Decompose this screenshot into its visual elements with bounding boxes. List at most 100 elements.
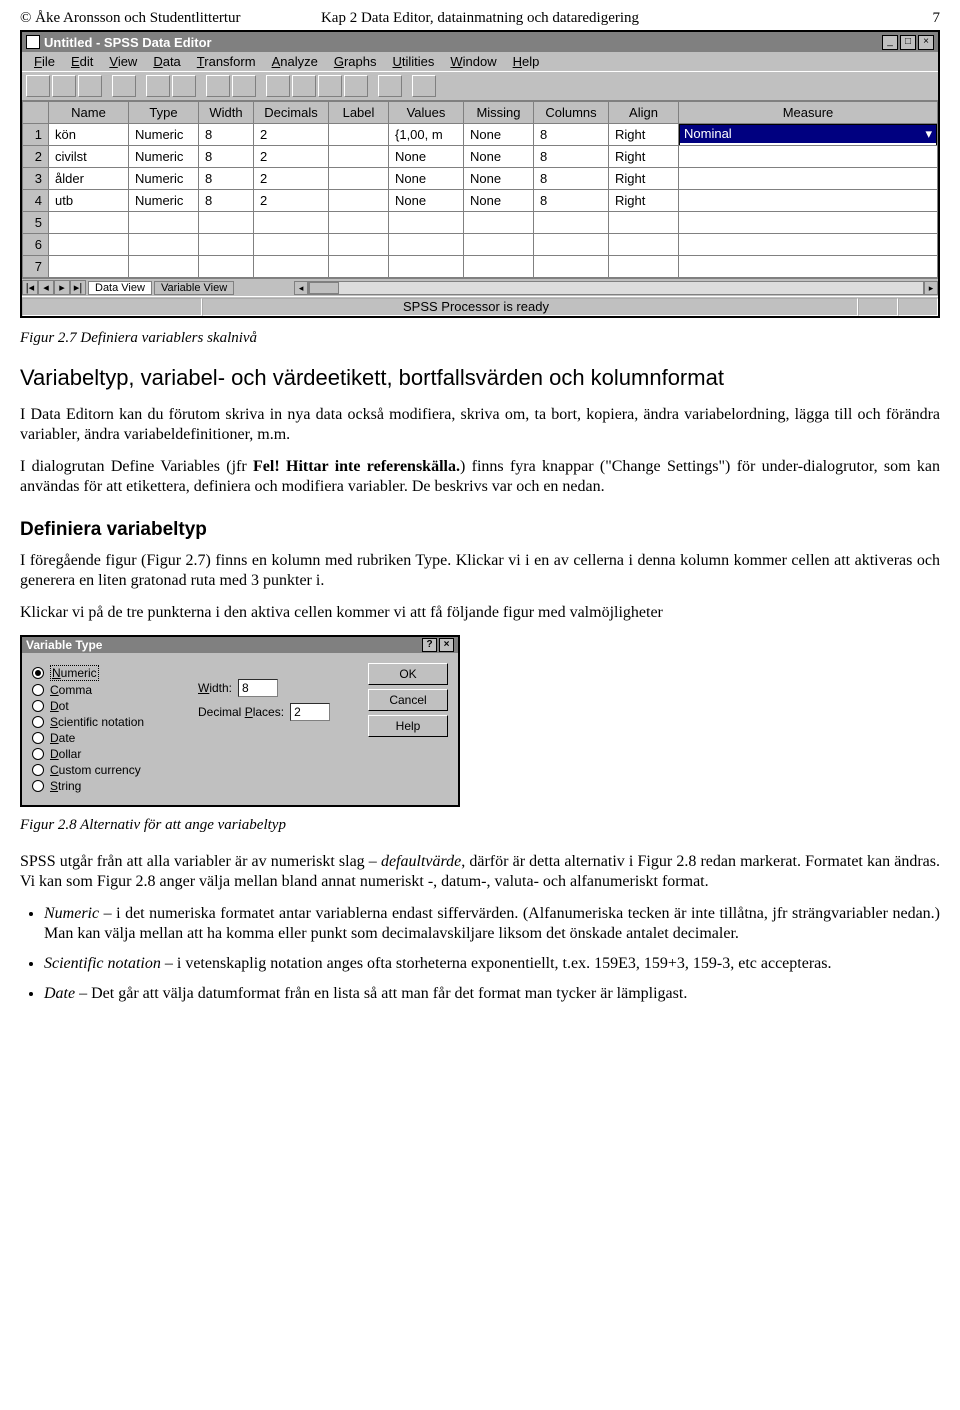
cell-width[interactable]: 8 — [199, 168, 254, 190]
tab-nav-first[interactable]: |◂ — [22, 280, 38, 295]
toolbar-button[interactable] — [292, 75, 316, 97]
cell-decimals[interactable]: 2 — [254, 124, 329, 146]
cell-values[interactable]: None — [389, 190, 464, 212]
col-values[interactable]: Values — [389, 102, 464, 124]
tab-nav-last[interactable]: ▸| — [70, 280, 86, 295]
toolbar-button[interactable] — [266, 75, 290, 97]
cell-values[interactable]: None — [389, 168, 464, 190]
minimize-button[interactable]: _ — [882, 35, 898, 50]
dialog-close-icon[interactable]: × — [439, 638, 454, 652]
cell-measure[interactable] — [679, 146, 938, 168]
cell-columns[interactable]: 8 — [534, 146, 609, 168]
cell-type[interactable]: Numeric — [129, 190, 199, 212]
col-label[interactable]: Label — [329, 102, 389, 124]
menu-window[interactable]: Window — [444, 54, 502, 69]
menu-analyze[interactable]: Analyze — [266, 54, 324, 69]
measure-dropdown[interactable]: Nominal▾ ScaleOrdinalNominal — [679, 124, 937, 146]
cell-missing[interactable]: None — [464, 146, 534, 168]
cell-label[interactable] — [329, 124, 389, 146]
col-measure[interactable]: Measure — [679, 102, 938, 124]
cell-align[interactable]: Right — [609, 124, 679, 146]
col-type[interactable]: Type — [129, 102, 199, 124]
ok-button[interactable]: OK — [368, 663, 448, 685]
toolbar-button[interactable] — [378, 75, 402, 97]
col-name[interactable]: Name — [49, 102, 129, 124]
radio-string[interactable]: String — [32, 779, 182, 793]
radio-scientific-notation[interactable]: Scientific notation — [32, 715, 182, 729]
close-button[interactable]: × — [918, 35, 934, 50]
toolbar-button[interactable] — [206, 75, 230, 97]
cell-align[interactable]: Right — [609, 168, 679, 190]
toolbar-button[interactable] — [344, 75, 368, 97]
menu-view[interactable]: View — [103, 54, 143, 69]
tab-data-view[interactable]: Data View — [88, 281, 152, 295]
cell-type[interactable]: Numeric — [129, 146, 199, 168]
menu-transform[interactable]: Transform — [191, 54, 262, 69]
cell-width[interactable]: 8 — [199, 190, 254, 212]
cell-decimals[interactable]: 2 — [254, 190, 329, 212]
cell-width[interactable]: 8 — [199, 124, 254, 146]
menu-file[interactable]: File — [28, 54, 61, 69]
cell-missing[interactable]: None — [464, 190, 534, 212]
cell-name[interactable]: civilst — [49, 146, 129, 168]
toolbar-button[interactable] — [232, 75, 256, 97]
cell-label[interactable] — [329, 168, 389, 190]
col-decimals[interactable]: Decimals — [254, 102, 329, 124]
radio-comma[interactable]: Comma — [32, 683, 182, 697]
measure-option[interactable]: Scale — [680, 143, 936, 146]
toolbar-button[interactable] — [412, 75, 436, 97]
radio-dot[interactable]: Dot — [32, 699, 182, 713]
toolbar-button[interactable] — [112, 75, 136, 97]
toolbar-button[interactable] — [52, 75, 76, 97]
radio-numeric[interactable]: Numeric — [32, 665, 182, 681]
decimal-places-input[interactable] — [290, 703, 330, 721]
cell-measure[interactable]: Nominal▾ ScaleOrdinalNominal — [679, 124, 938, 146]
cell-decimals[interactable]: 2 — [254, 168, 329, 190]
col-missing[interactable]: Missing — [464, 102, 534, 124]
width-input[interactable] — [238, 679, 278, 697]
cell-name[interactable]: ålder — [49, 168, 129, 190]
menu-help[interactable]: Help — [507, 54, 546, 69]
row-number[interactable]: 2 — [23, 146, 49, 168]
cell-label[interactable] — [329, 146, 389, 168]
cell-width[interactable]: 8 — [199, 146, 254, 168]
cell-name[interactable]: kön — [49, 124, 129, 146]
help-button[interactable]: Help — [368, 715, 448, 737]
menu-graphs[interactable]: Graphs — [328, 54, 383, 69]
col-columns[interactable]: Columns — [534, 102, 609, 124]
col-width[interactable]: Width — [199, 102, 254, 124]
cell-missing[interactable]: None — [464, 124, 534, 146]
toolbar-button[interactable] — [26, 75, 50, 97]
cell-align[interactable]: Right — [609, 146, 679, 168]
cell-type[interactable]: Numeric — [129, 168, 199, 190]
cell-measure[interactable] — [679, 168, 938, 190]
cell-columns[interactable]: 8 — [534, 168, 609, 190]
row-number[interactable]: 4 — [23, 190, 49, 212]
radio-dollar[interactable]: Dollar — [32, 747, 182, 761]
menu-utilities[interactable]: Utilities — [386, 54, 440, 69]
cell-label[interactable] — [329, 190, 389, 212]
row-number[interactable]: 6 — [23, 234, 49, 256]
dialog-help-icon[interactable]: ? — [422, 638, 437, 652]
tab-nav-prev[interactable]: ◂ — [38, 280, 54, 295]
horizontal-scrollbar[interactable]: ◂ ▸ — [294, 281, 938, 295]
row-number[interactable]: 1 — [23, 124, 49, 146]
row-number[interactable]: 7 — [23, 256, 49, 278]
radio-date[interactable]: Date — [32, 731, 182, 745]
radio-custom-currency[interactable]: Custom currency — [32, 763, 182, 777]
col-align[interactable]: Align — [609, 102, 679, 124]
cell-columns[interactable]: 8 — [534, 190, 609, 212]
cell-name[interactable]: utb — [49, 190, 129, 212]
cancel-button[interactable]: Cancel — [368, 689, 448, 711]
toolbar-button[interactable] — [146, 75, 170, 97]
toolbar-button[interactable] — [78, 75, 102, 97]
menu-data[interactable]: Data — [147, 54, 186, 69]
toolbar-button[interactable] — [318, 75, 342, 97]
cell-missing[interactable]: None — [464, 168, 534, 190]
cell-decimals[interactable]: 2 — [254, 146, 329, 168]
row-number[interactable]: 5 — [23, 212, 49, 234]
menu-edit[interactable]: Edit — [65, 54, 99, 69]
row-number[interactable]: 3 — [23, 168, 49, 190]
tab-variable-view[interactable]: Variable View — [154, 281, 234, 295]
maximize-button[interactable]: □ — [900, 35, 916, 50]
